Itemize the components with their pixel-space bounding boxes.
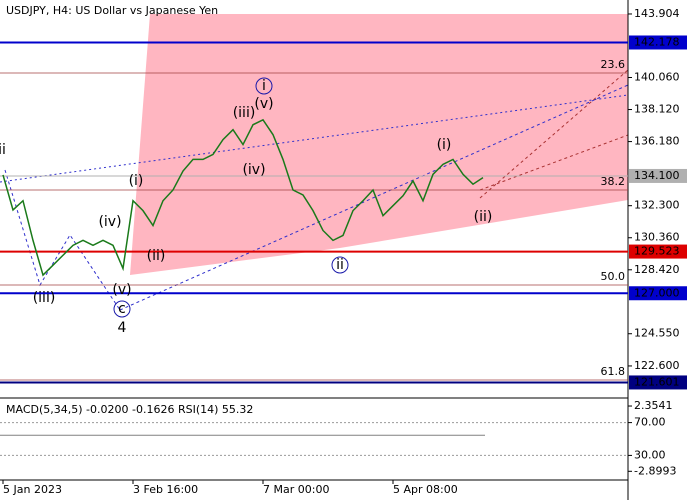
wave-label: (iv) <box>98 214 121 230</box>
level-badge <box>629 35 687 50</box>
wave-label: (i) <box>129 173 144 189</box>
wave-circle <box>331 256 349 274</box>
indicator-tick-label: 70.00 <box>634 416 666 429</box>
y-tick-label: 143.904 <box>634 7 680 20</box>
wave-label: i <box>262 78 266 94</box>
x-tick-label: 7 Mar 00:00 <box>263 483 329 496</box>
x-tick-label: 5 Apr 08:00 <box>393 483 458 496</box>
level-label: 134.100 <box>634 169 680 182</box>
indicator-label: MACD(5,34,5) -0.0200 -0.1626 RSI(14) 55.… <box>6 403 253 416</box>
wave-circle <box>113 300 131 318</box>
level-badge <box>629 375 687 390</box>
fib-label: 38.2 <box>601 175 626 188</box>
wave-label: 4 <box>118 320 127 336</box>
y-tick-label: 122.600 <box>634 359 680 372</box>
trend-line <box>479 69 629 199</box>
wave-label: c <box>118 301 126 317</box>
x-tick-label: 3 Feb 16:00 <box>133 483 198 496</box>
trend-line <box>119 84 629 311</box>
level-label: 127.000 <box>634 286 680 299</box>
wave-label: (iii) <box>33 290 56 306</box>
indicator-tick-label: 2.3541 <box>634 399 673 412</box>
level-label: 142.178 <box>634 35 680 48</box>
chart-title: USDJPY, H4: US Dollar vs Japanese Yen <box>6 4 218 17</box>
wave-label: (v) <box>254 96 273 112</box>
indicator-tick-label: -2.8993 <box>634 464 676 477</box>
wave-label: ii <box>0 142 6 158</box>
y-tick-label: 140.060 <box>634 70 680 83</box>
level-label: 121.601 <box>634 375 680 388</box>
level-badge <box>629 244 687 259</box>
price-line <box>2 118 484 277</box>
wave-label: (ii) <box>147 248 166 264</box>
wave-label: (iv) <box>242 162 265 178</box>
fib-label: 50.0 <box>601 270 626 283</box>
indicator-tick-label: 30.00 <box>634 448 666 461</box>
wave-label: (i) <box>437 137 452 153</box>
y-tick-label: 138.120 <box>634 103 680 116</box>
level-badge <box>629 168 687 183</box>
y-tick-label: 132.300 <box>634 199 680 212</box>
channel-area <box>130 14 628 275</box>
trend-line <box>0 94 629 183</box>
wave-label: (ii) <box>474 209 493 225</box>
wave-label: (v) <box>112 282 131 298</box>
wave-label: (iii) <box>233 105 256 121</box>
wave-label: ii <box>336 257 344 273</box>
trend-line <box>479 134 629 191</box>
level-badge <box>629 286 687 301</box>
fib-label: 23.6 <box>601 58 626 71</box>
wave-circle <box>255 77 273 95</box>
level-label: 129.523 <box>634 245 680 258</box>
y-tick-label: 124.550 <box>634 327 680 340</box>
wave-line <box>4 169 121 311</box>
y-tick-label: 128.420 <box>634 263 680 276</box>
y-tick-label: 130.360 <box>634 231 680 244</box>
y-tick-label: 136.180 <box>634 135 680 148</box>
fib-label: 61.8 <box>601 365 626 378</box>
x-tick-label: 5 Jan 2023 <box>3 483 62 496</box>
